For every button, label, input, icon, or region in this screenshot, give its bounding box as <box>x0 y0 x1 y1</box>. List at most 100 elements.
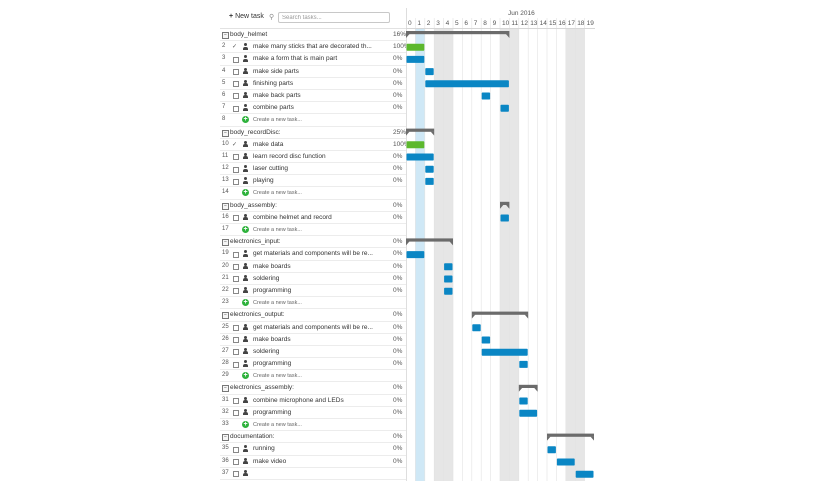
task-checkbox[interactable] <box>233 81 239 88</box>
task-row[interactable]: 32 programming 0% <box>220 407 406 419</box>
create-task-link[interactable]: Create a new task... <box>253 422 302 428</box>
add-circle-icon[interactable]: + <box>242 299 249 307</box>
task-checkbox[interactable] <box>233 349 239 356</box>
create-task-row[interactable]: 17 + Create a new task... <box>220 224 406 237</box>
assignee-icon[interactable] <box>242 408 248 416</box>
assignee-icon[interactable] <box>242 91 248 99</box>
task-row[interactable]: 37 <box>220 468 406 480</box>
task-checkbox[interactable] <box>233 264 239 271</box>
add-circle-icon[interactable]: + <box>242 372 249 380</box>
task-row[interactable]: 22 programming 0% <box>220 285 406 298</box>
collapse-toggle-icon[interactable]: − <box>222 129 229 137</box>
checkmark-icon[interactable]: ✓ <box>232 141 238 148</box>
task-checkbox[interactable] <box>233 446 239 453</box>
assignee-icon[interactable] <box>242 457 248 465</box>
task-name[interactable]: make data <box>253 140 284 148</box>
assignee-icon[interactable] <box>242 177 248 184</box>
task-checkbox[interactable] <box>233 459 239 466</box>
task-row[interactable]: 5 finishing parts 0% <box>220 78 406 90</box>
create-task-link[interactable]: Create a new task... <box>253 227 302 233</box>
task-name[interactable]: soldering <box>253 274 280 282</box>
assignee-icon[interactable] <box>242 286 248 294</box>
task-name[interactable]: soldering <box>253 347 280 355</box>
create-task-row[interactable]: 29 + Create a new task... <box>220 370 406 383</box>
assignee-icon[interactable] <box>242 43 248 50</box>
add-circle-icon[interactable]: + <box>242 421 249 428</box>
assignee-icon[interactable] <box>242 360 248 367</box>
task-checkbox[interactable] <box>233 325 239 331</box>
task-checkbox[interactable] <box>233 276 239 283</box>
task-name[interactable]: make a form that is main part <box>253 55 338 63</box>
collapse-toggle-icon[interactable]: − <box>222 32 229 39</box>
task-row[interactable]: 2 ✓ make many sticks that are decorated th… <box>220 41 406 54</box>
create-task-link[interactable]: Create a new task... <box>253 373 302 380</box>
task-checkbox[interactable] <box>233 398 239 405</box>
create-task-link[interactable]: Create a new task... <box>253 117 302 124</box>
task-row[interactable]: 27 soldering 0% <box>220 346 406 359</box>
assignee-icon[interactable] <box>242 445 248 452</box>
task-name[interactable]: make many sticks that are decorated th..… <box>253 43 372 51</box>
task-name[interactable]: make boards <box>253 335 291 343</box>
search-input[interactable] <box>278 12 390 23</box>
task-checkbox[interactable] <box>233 361 239 368</box>
task-row[interactable]: 35 running 0% <box>220 443 406 456</box>
task-checkbox[interactable] <box>233 251 239 258</box>
task-name[interactable]: make side parts <box>253 67 299 75</box>
task-row[interactable]: 7 combine parts 0% <box>220 102 406 115</box>
collapse-toggle-icon[interactable]: − <box>222 202 229 210</box>
task-row[interactable]: 28 programming 0% <box>220 358 406 371</box>
assignee-icon[interactable] <box>242 165 248 172</box>
assignee-icon[interactable] <box>242 55 248 62</box>
assignee-icon[interactable] <box>242 152 248 160</box>
collapse-toggle-icon[interactable]: − <box>222 385 229 393</box>
assignee-icon[interactable] <box>242 250 248 257</box>
task-name[interactable]: combine helmet and record <box>253 213 332 221</box>
assignee-icon[interactable] <box>242 274 248 282</box>
add-circle-icon[interactable]: + <box>242 116 249 124</box>
task-name[interactable]: make boards <box>253 262 291 270</box>
create-task-row[interactable]: 33 + Create a new task... <box>220 419 406 432</box>
task-checkbox[interactable] <box>233 166 239 173</box>
task-checkbox[interactable] <box>233 178 239 185</box>
assignee-icon[interactable] <box>242 335 248 343</box>
task-row[interactable]: 26 make boards 0% <box>220 334 406 346</box>
create-task-row[interactable]: 23 + Create a new task... <box>220 297 406 310</box>
assignee-icon[interactable] <box>242 140 248 148</box>
task-checkbox[interactable] <box>233 56 239 63</box>
assignee-icon[interactable] <box>242 79 248 87</box>
task-name[interactable]: make video <box>253 457 287 465</box>
create-task-row[interactable]: 14 + Create a new task... <box>220 187 406 200</box>
add-circle-icon[interactable]: + <box>242 189 249 197</box>
task-row[interactable]: 4 make side parts 0% <box>220 66 406 78</box>
collapse-toggle-icon[interactable]: − <box>222 312 229 320</box>
create-task-row[interactable]: 8 + Create a new task... <box>220 114 406 127</box>
collapse-toggle-icon[interactable]: − <box>222 239 229 247</box>
task-name[interactable]: combine parts <box>253 104 294 112</box>
task-checkbox[interactable] <box>233 93 239 100</box>
task-name[interactable]: running <box>253 445 275 453</box>
task-checkbox[interactable] <box>233 215 239 222</box>
task-row[interactable]: 10✓ make data 100% <box>220 139 406 151</box>
new-task-button[interactable]: + New task <box>229 13 264 20</box>
checkmark-icon[interactable]: ✓ <box>232 44 238 51</box>
task-checkbox[interactable] <box>233 471 239 478</box>
assignee-icon[interactable] <box>242 396 248 404</box>
task-row[interactable]: 6 make back parts 0% <box>220 90 406 103</box>
assignee-icon[interactable] <box>242 323 248 331</box>
task-row[interactable]: 19 get materials and components will be r… <box>220 248 406 261</box>
create-task-link[interactable]: Create a new task... <box>253 190 302 197</box>
task-name[interactable]: playing <box>253 177 274 185</box>
task-name[interactable]: get materials and components will be re.… <box>253 250 373 258</box>
task-checkbox[interactable] <box>233 69 239 76</box>
task-row[interactable]: 36 make video 0% <box>220 456 406 468</box>
task-name[interactable]: get materials and components will be re.… <box>253 323 373 331</box>
task-row[interactable]: 16 combine helmet and record 0% <box>220 212 406 224</box>
task-row[interactable]: 20 make boards 0% <box>220 261 406 273</box>
collapse-toggle-icon[interactable]: − <box>222 434 229 442</box>
task-row[interactable]: 13 playing 0% <box>220 175 406 188</box>
task-checkbox[interactable] <box>233 410 239 417</box>
task-checkbox[interactable] <box>233 105 239 112</box>
task-checkbox[interactable] <box>233 288 239 295</box>
task-row[interactable]: 3 make a form that is main part 0% <box>220 53 406 66</box>
add-circle-icon[interactable]: + <box>242 226 249 233</box>
